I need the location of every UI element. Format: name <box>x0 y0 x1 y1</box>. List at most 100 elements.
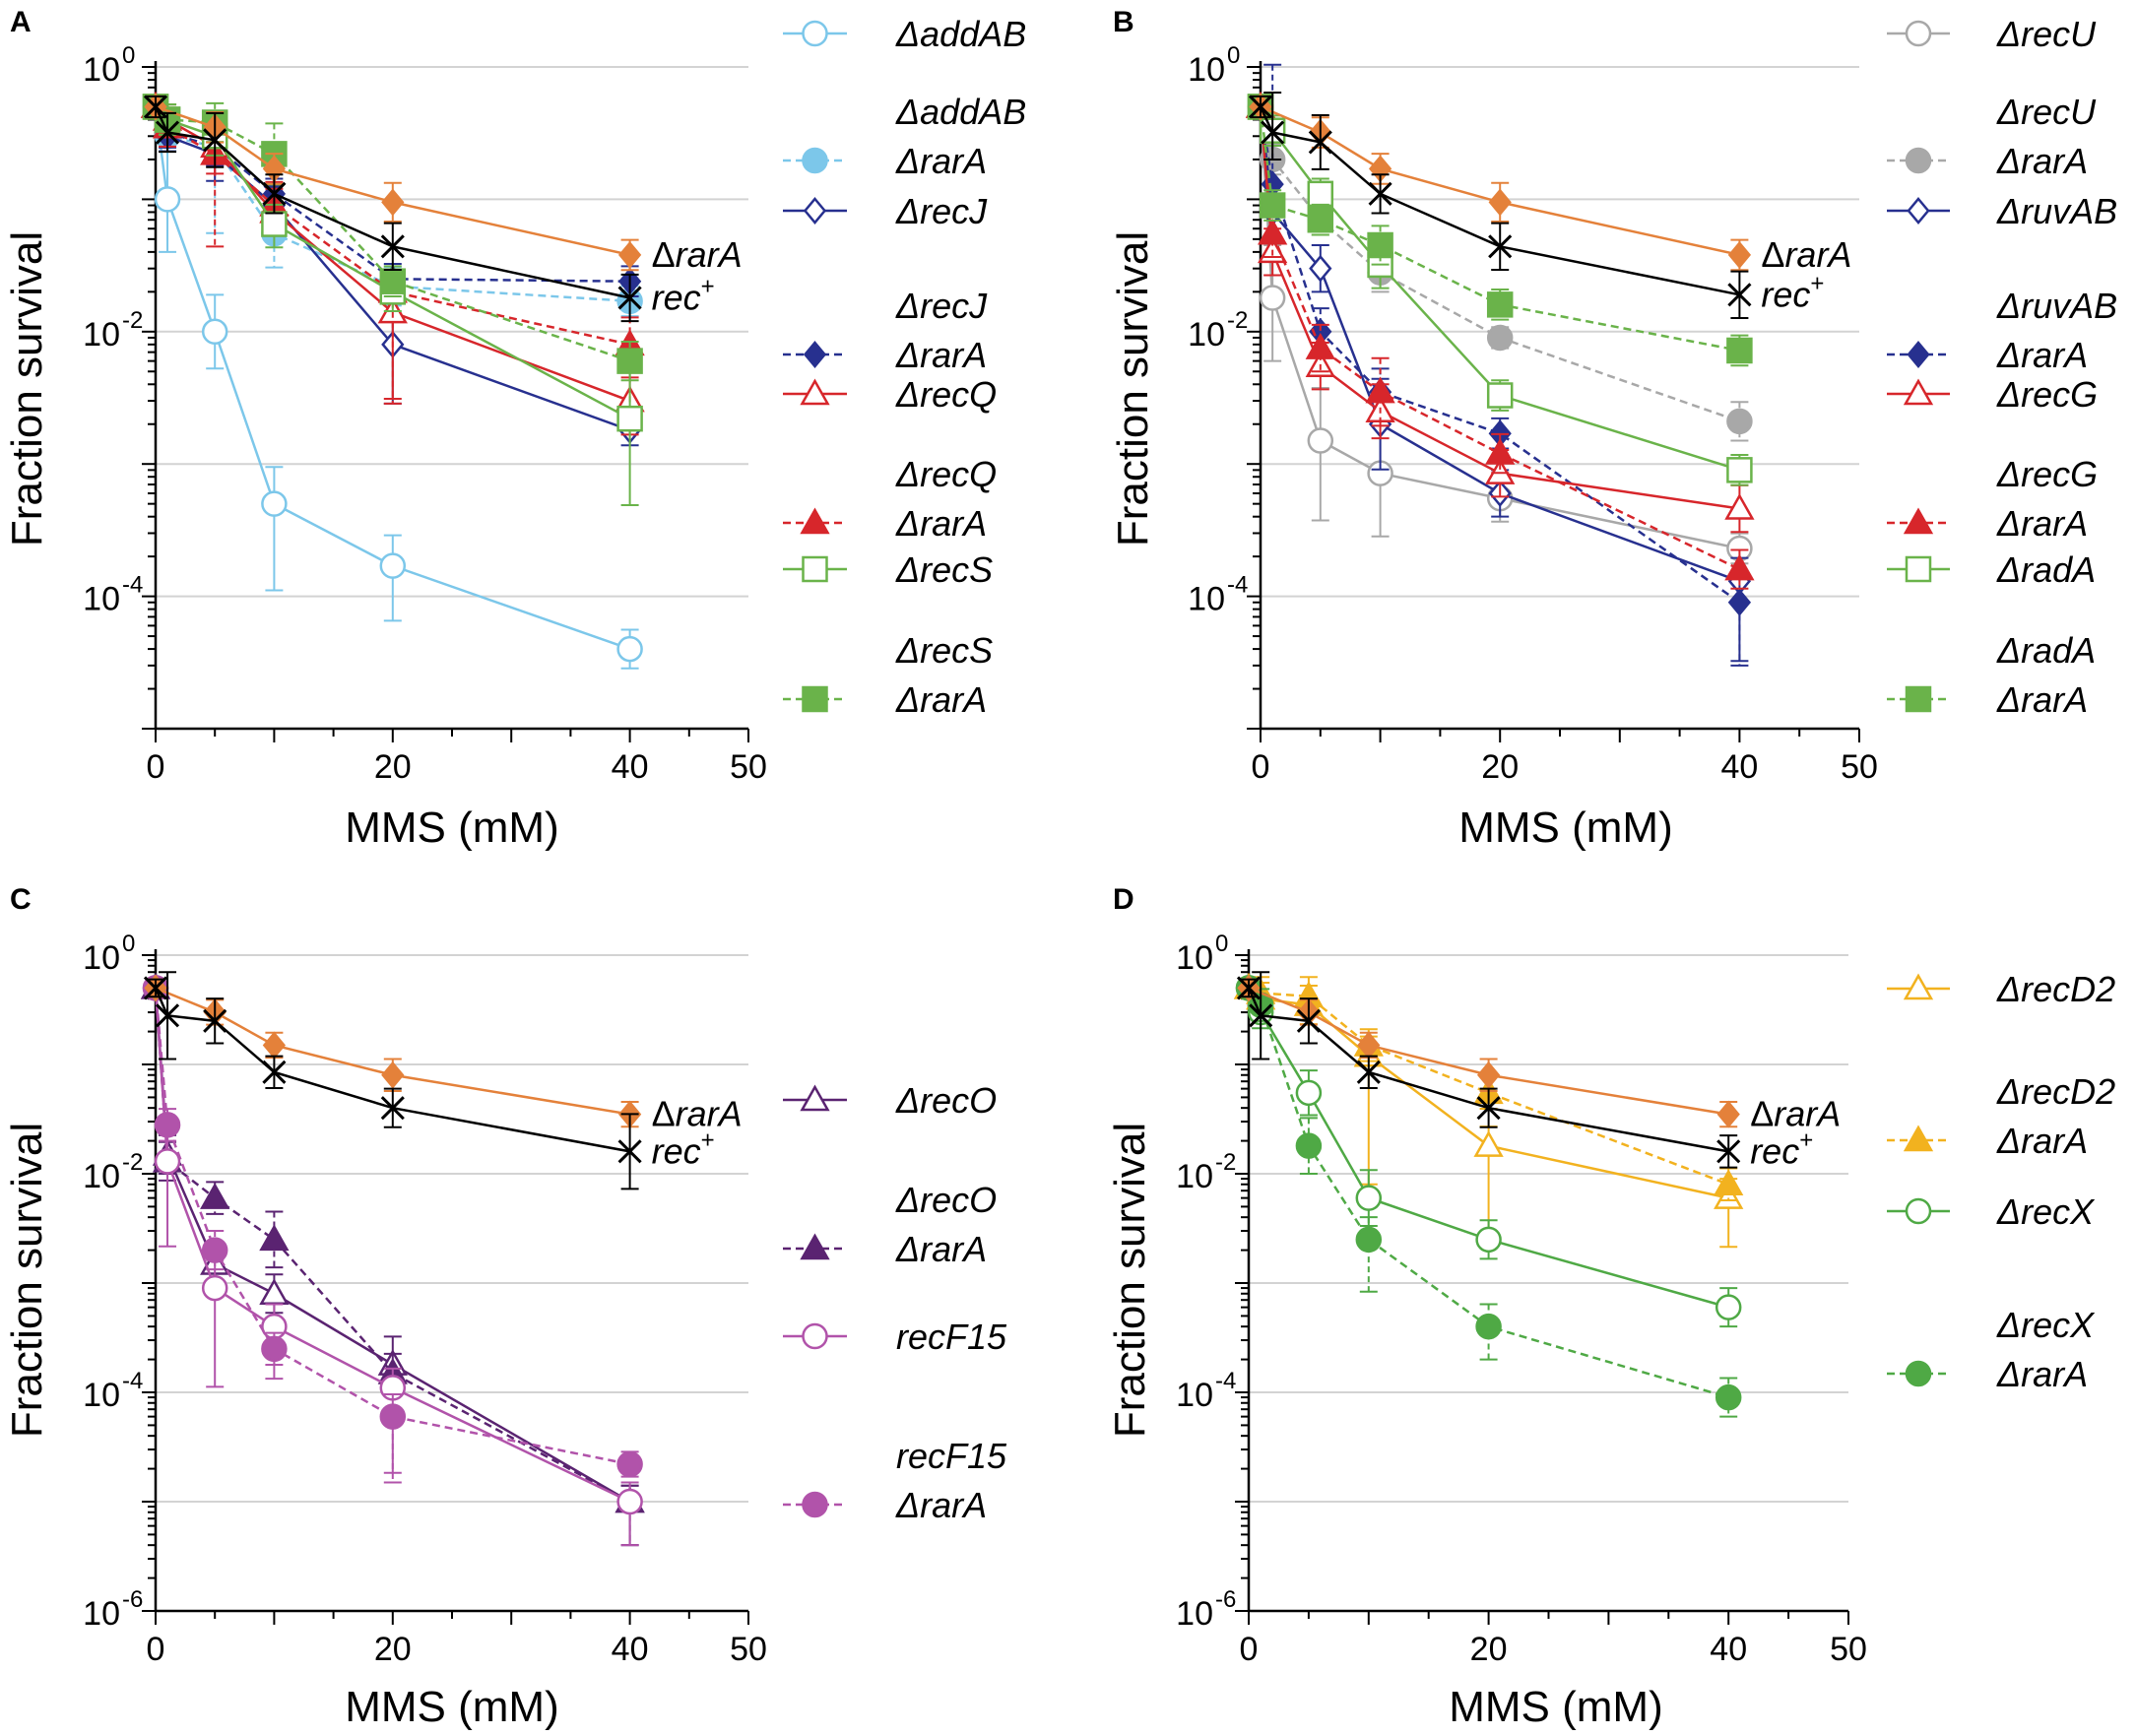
x-tick-label: 40 <box>612 748 649 786</box>
x-tick-label: 40 <box>1720 748 1758 786</box>
legend-marker <box>802 20 828 47</box>
data-point <box>261 211 288 237</box>
legend-entry: ΔrecO <box>783 1080 997 1121</box>
series <box>1248 92 1752 320</box>
x-tick-label: 50 <box>1841 748 1878 786</box>
data-point <box>201 318 228 346</box>
x-tick-label: 40 <box>612 1631 649 1668</box>
data-point <box>1486 382 1514 409</box>
error-bar <box>1263 92 1282 161</box>
data-point <box>1295 1079 1323 1107</box>
legend-label: ΔrarA <box>895 503 987 544</box>
series-line <box>1259 105 1740 296</box>
x-tick-label: 20 <box>1481 748 1519 786</box>
legend-label: ΔrarA <box>1996 1121 2088 1161</box>
y-tick-label: 10 <box>1188 316 1225 354</box>
series-line <box>154 105 630 283</box>
series-line <box>1259 106 1740 353</box>
data-point <box>1727 588 1752 616</box>
data-point <box>1727 240 1752 269</box>
legend-marker <box>1907 341 1930 368</box>
legend-entry: ΔrecS ΔrarA <box>783 630 993 720</box>
legend-label: ΔrecX <box>1996 1191 2096 1232</box>
legend-marker <box>800 507 830 535</box>
error-bar <box>265 1210 284 1269</box>
data-point <box>1724 492 1755 520</box>
data-point <box>1307 206 1334 233</box>
legend-label: ΔaddAB <box>895 14 1026 54</box>
legend-marker <box>1903 973 1934 1000</box>
legend-marker <box>802 555 828 583</box>
series <box>1236 971 1741 1169</box>
data-point <box>262 1060 287 1084</box>
data-point <box>616 348 643 374</box>
legend-marker <box>1905 20 1932 47</box>
data-point <box>1716 1100 1740 1128</box>
error-bar <box>1730 548 1749 590</box>
legend-marker <box>1907 197 1930 225</box>
data-point <box>1259 192 1286 219</box>
legend-label: ΔaddAB <box>895 92 1026 132</box>
legend-label: ΔrecJ <box>895 191 988 231</box>
data-point <box>1714 1183 1744 1209</box>
legend-label: ΔruvAB <box>1996 191 2117 231</box>
x-axis-title: MMS (mM) <box>1449 1683 1663 1731</box>
legend-marker <box>1905 147 1932 174</box>
legend-marker <box>1905 1197 1932 1225</box>
x-tick-label: 0 <box>1252 748 1270 786</box>
series-annotation: rec+ <box>652 1126 715 1171</box>
data-point <box>1488 188 1512 217</box>
legend: ΔaddABΔaddABΔrarAΔrecJΔrecJΔrarAΔrecQΔre… <box>783 14 1026 720</box>
legend-label: ΔrecX <box>1996 1305 2096 1345</box>
y-axis-title: Fraction survival <box>3 231 51 547</box>
x-tick-label: 50 <box>1830 1631 1867 1668</box>
data-point <box>1356 1060 1381 1084</box>
data-point <box>1249 1003 1273 1028</box>
legend-marker <box>800 1084 830 1112</box>
series-line <box>1248 987 1729 1186</box>
y-tick-exponent: -2 <box>1227 307 1248 334</box>
data-point <box>617 286 642 310</box>
series <box>1249 93 1752 663</box>
legend-label: ΔrarA <box>1996 335 2088 375</box>
series-line <box>154 105 630 299</box>
data-point <box>1309 254 1332 283</box>
data-point <box>1261 120 1285 145</box>
data-point <box>154 1148 181 1175</box>
data-point <box>1367 231 1393 259</box>
y-tick-exponent: -6 <box>122 1586 143 1613</box>
legend-label: ΔrarA <box>895 1229 987 1269</box>
y-tick-label: 10 <box>1176 1158 1213 1195</box>
x-tick-label: 20 <box>374 748 412 786</box>
series-line <box>154 988 630 1466</box>
data-point <box>380 1096 405 1121</box>
legend-label: ΔrecU <box>1996 92 2097 132</box>
data-point <box>155 1003 180 1028</box>
legend-entry: ΔrecG <box>1887 374 2098 415</box>
y-tick-exponent: -2 <box>122 1149 143 1176</box>
legend-label: ΔrecO <box>895 1080 997 1121</box>
y-tick-exponent: 0 <box>122 931 135 957</box>
legend-marker <box>1905 555 1932 583</box>
y-tick-label: 10 <box>83 316 120 354</box>
legend-marker <box>1905 685 1932 713</box>
y-tick-label: 10 <box>1188 581 1225 618</box>
legend-entry: ΔrecQ ΔrarA <box>783 454 997 544</box>
data-point <box>1307 427 1334 454</box>
legend-label: recF15 <box>896 1436 1007 1476</box>
legend-label: ΔrarA <box>1996 503 2088 544</box>
series-line <box>154 987 630 1153</box>
data-point <box>1486 291 1514 318</box>
y-tick-label: 10 <box>83 51 120 89</box>
legend-label: ΔrecJ <box>895 286 988 326</box>
series-annotation: rec+ <box>652 273 715 317</box>
legend-entry: ΔrecJ ΔrarA <box>783 286 988 375</box>
data-point <box>154 186 181 213</box>
data-point <box>259 1224 290 1252</box>
panel-letter: B <box>1113 6 1134 38</box>
data-point <box>155 120 180 145</box>
legend-entry: ΔrecX ΔrarA <box>1887 1305 2096 1394</box>
